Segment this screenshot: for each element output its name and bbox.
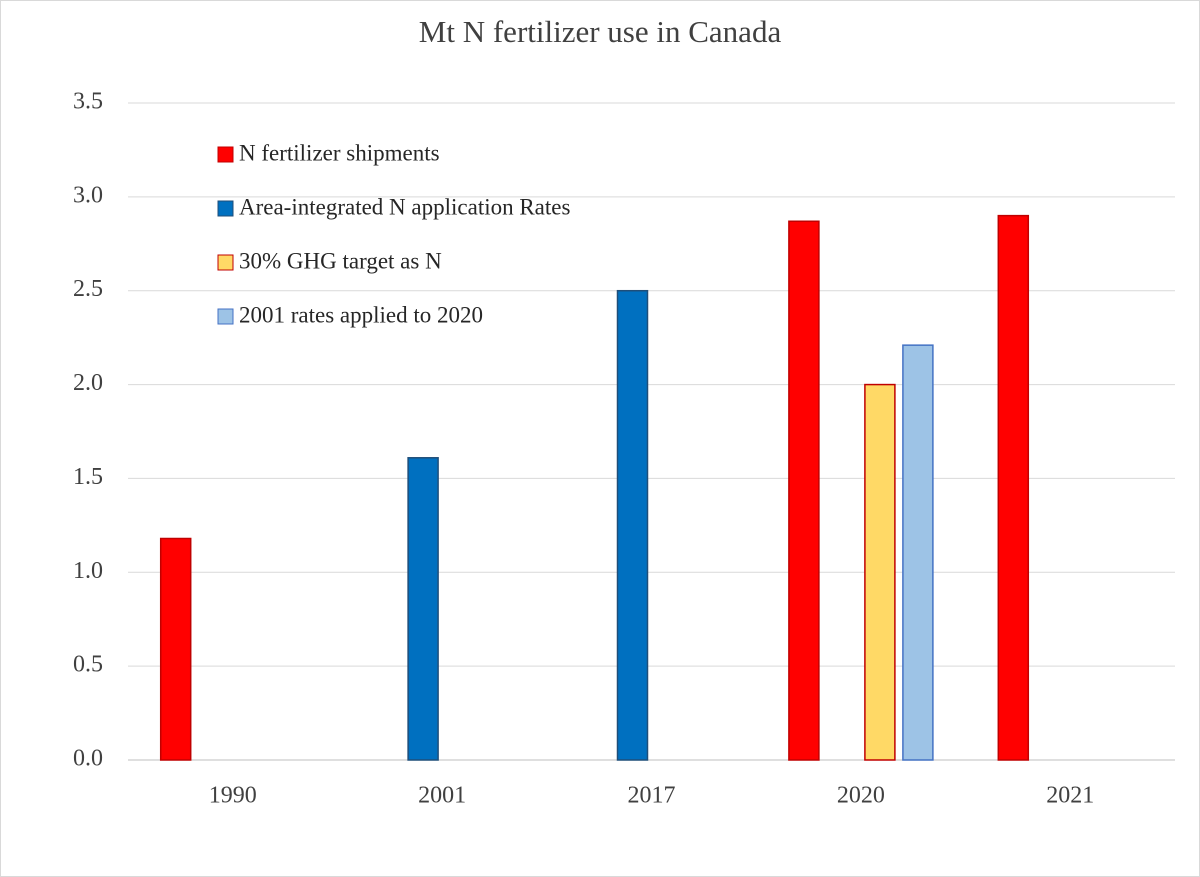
legend-label: N fertilizer shipments [239, 140, 440, 165]
y-tick-label: 3.5 [73, 89, 103, 115]
y-tick-label: 1.5 [73, 464, 103, 490]
bar [788, 220, 820, 761]
bar [616, 289, 649, 761]
bar [902, 344, 934, 761]
y-tick-label: 0.0 [73, 746, 103, 772]
bar [159, 537, 192, 761]
legend-swatch [217, 200, 234, 217]
x-tick-label: 2017 [628, 783, 676, 809]
bar [864, 383, 896, 761]
x-tick-label: 2001 [418, 783, 466, 809]
legend-swatch [217, 146, 234, 163]
chart-title: Mt N fertilizer use in Canada [419, 14, 782, 49]
legend-swatch [217, 308, 234, 325]
legend-swatch [217, 254, 234, 271]
y-tick-label: 2.5 [73, 276, 103, 302]
y-tick-label: 1.0 [73, 558, 103, 584]
legend-label: Area-integrated N application Rates [239, 194, 570, 219]
y-tick-label: 0.5 [73, 652, 103, 678]
legend-label: 2001 rates applied to 2020 [239, 302, 483, 327]
x-tick-label: 1990 [209, 783, 257, 809]
x-tick-label: 2020 [837, 783, 885, 809]
bar [997, 214, 1030, 761]
bar [407, 457, 439, 761]
y-tick-label: 3.0 [73, 182, 103, 208]
y-tick-label: 2.0 [73, 370, 103, 396]
legend-label: 30% GHG target as N [239, 248, 442, 273]
x-tick-label: 2021 [1046, 783, 1094, 809]
